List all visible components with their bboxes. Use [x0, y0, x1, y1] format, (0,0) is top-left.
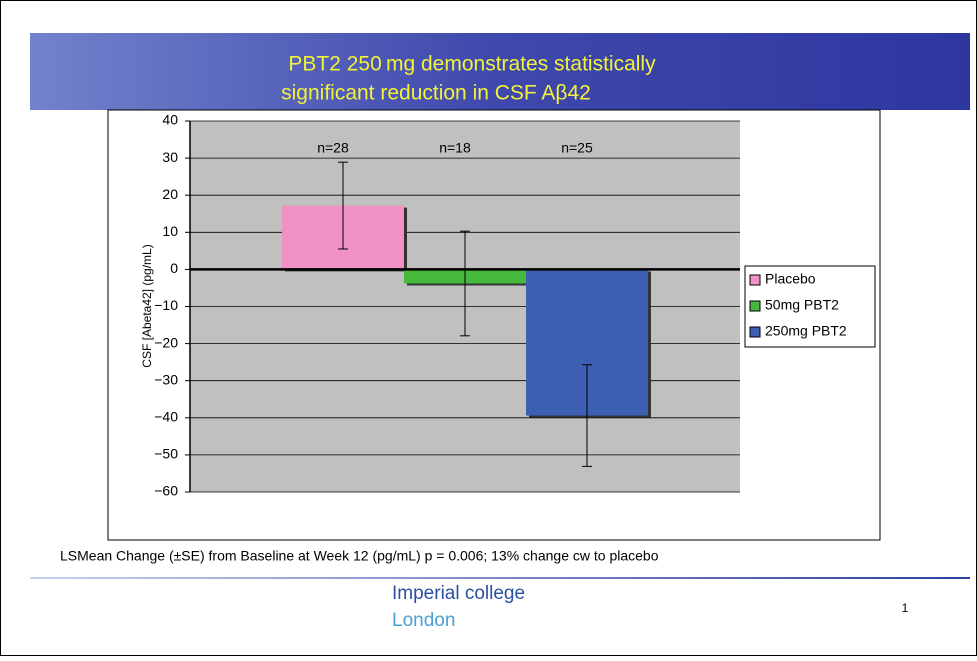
y-tick-label: −10: [154, 297, 178, 313]
header-band: [30, 33, 970, 110]
chart-title: significant reduction in CSF Aβ42: [281, 82, 591, 105]
institution: Imperial college: [392, 583, 525, 604]
n-label: n=25: [561, 140, 593, 156]
chart-title: PBT2 250 mg demonstrates statistically: [288, 53, 656, 76]
y-tick-label: −60: [154, 483, 178, 499]
footnote: LSMean Change (±SE) from Baseline at Wee…: [60, 548, 659, 564]
y-tick-label: 10: [162, 223, 178, 239]
n-label: n=18: [439, 140, 471, 156]
legend-swatch: [749, 326, 761, 338]
legend-swatch: [749, 274, 761, 286]
legend-swatch: [749, 300, 761, 312]
y-tick-label: 0: [170, 260, 178, 276]
y-tick-label: 40: [162, 112, 178, 128]
legend-label: Placebo: [765, 271, 816, 287]
institution: London: [392, 610, 455, 631]
y-tick-label: −20: [154, 334, 178, 350]
footer-rule: [30, 577, 970, 579]
y-tick-label: −30: [154, 371, 178, 387]
y-tick-label: −40: [154, 409, 178, 425]
legend-label: 50mg PBT2: [765, 297, 839, 313]
n-label: n=28: [317, 140, 349, 156]
y-tick-label: 30: [162, 149, 178, 165]
legend-label: 250mg PBT2: [765, 323, 847, 339]
page-number: 1: [902, 601, 909, 615]
y-tick-label: 20: [162, 186, 178, 202]
legend-box: [744, 265, 876, 348]
y-tick-label: −50: [154, 446, 178, 462]
y-axis-label: CSF [Abeta42] (pg/mL): [140, 244, 154, 367]
